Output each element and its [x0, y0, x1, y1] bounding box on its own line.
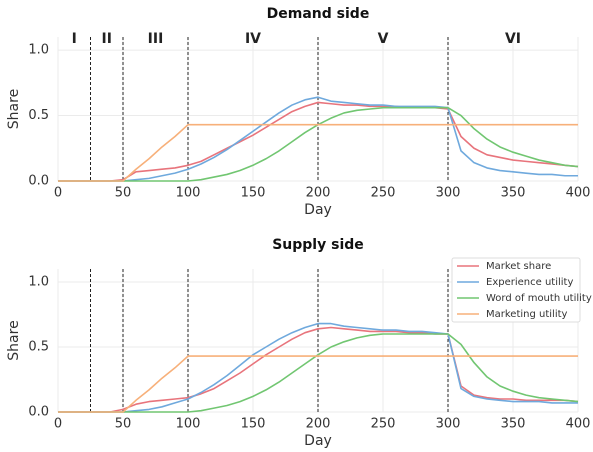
x-tick-label: 300 — [436, 417, 461, 432]
y-tick-label: 0.0 — [28, 174, 49, 189]
series-line — [58, 101, 579, 182]
phase-label: V — [378, 31, 389, 47]
y-tick-label: 1.0 — [28, 275, 49, 290]
series-line — [58, 322, 578, 413]
legend-label: Marketing utility — [486, 309, 568, 320]
x-axis-label: Day — [304, 202, 332, 218]
x-tick-label: 50 — [115, 186, 132, 201]
x-tick-label: 0 — [54, 417, 62, 432]
x-axis-label: Day — [304, 433, 332, 449]
x-tick-label: 50 — [115, 417, 132, 432]
legend-label: Word of mouth utility — [486, 293, 592, 304]
series-line — [58, 355, 578, 413]
phase-label: I — [72, 31, 77, 47]
x-tick-label: 250 — [371, 417, 396, 432]
y-tick-label: 0.0 — [28, 405, 49, 420]
legend-label: Experience utility — [486, 277, 573, 288]
legend-label: Market share — [486, 261, 551, 272]
x-tick-label: 300 — [436, 186, 461, 201]
x-tick-label: 100 — [176, 186, 201, 201]
x-tick-label: 0 — [54, 186, 62, 201]
series-line — [58, 123, 578, 182]
y-axis-label: Share — [6, 89, 22, 129]
x-tick-label: 400 — [566, 186, 591, 201]
y-axis-label: Share — [6, 320, 22, 360]
series-line — [58, 96, 578, 182]
phase-label: IV — [245, 31, 261, 47]
y-tick-label: 0.5 — [28, 108, 49, 123]
x-tick-label: 150 — [241, 186, 266, 201]
series-line — [58, 333, 579, 413]
y-tick-label: 1.0 — [28, 43, 49, 58]
phase-label: II — [102, 31, 112, 47]
chart-title: Supply side — [272, 237, 364, 253]
x-tick-label: 400 — [566, 417, 591, 432]
legend-box — [451, 257, 581, 323]
x-tick-label: 250 — [371, 186, 396, 201]
x-tick-label: 200 — [306, 186, 331, 201]
x-tick-label: 200 — [306, 417, 331, 432]
phase-label: VI — [505, 31, 521, 47]
x-tick-label: 350 — [501, 417, 526, 432]
x-tick-label: 350 — [501, 186, 526, 201]
x-tick-label: 100 — [176, 417, 201, 432]
y-tick-label: 0.5 — [28, 340, 49, 355]
series-line — [58, 326, 579, 413]
chart-title: Demand side — [267, 6, 370, 22]
x-tick-label: 150 — [241, 417, 266, 432]
phase-label: III — [148, 31, 164, 47]
